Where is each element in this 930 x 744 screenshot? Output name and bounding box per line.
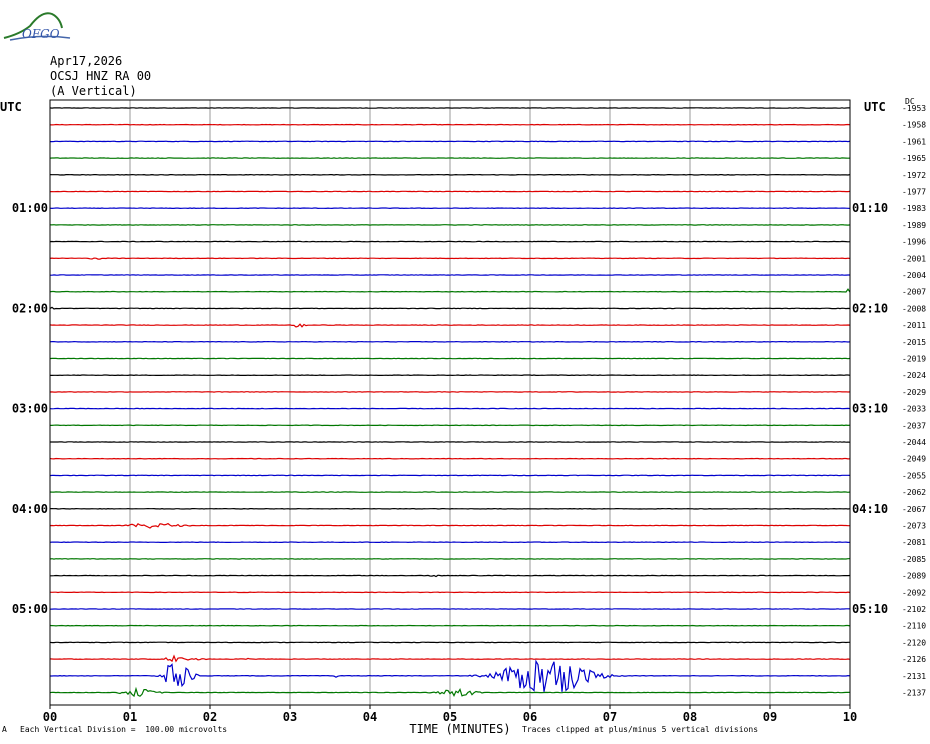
date-label: Apr17,2026 [50, 54, 123, 68]
dc-value-label: -2033 [902, 405, 926, 414]
left-time-label: 02:00 [12, 301, 48, 315]
dc-value-label: -1953 [902, 104, 926, 113]
dc-value-label: -2055 [902, 471, 926, 480]
dc-value-label: -2004 [902, 271, 926, 280]
dc-value-label: -2120 [902, 638, 926, 647]
dc-value-label: -2011 [902, 321, 926, 330]
dc-header: DC [905, 97, 915, 106]
dc-value-label: -1977 [902, 188, 926, 197]
component-label: (A Vertical) [50, 84, 137, 98]
x-axis-label: TIME (MINUTES) [409, 722, 510, 736]
dc-value-label: -2008 [902, 304, 926, 313]
dc-value-label: -2062 [902, 488, 926, 497]
right-time-label: 05:10 [852, 602, 888, 616]
right-time-label: 03:10 [852, 402, 888, 416]
trace-row-9 [49, 257, 851, 260]
x-tick-label: 07 [603, 710, 617, 724]
dc-value-label: -1965 [902, 154, 926, 163]
dc-value-label: -2007 [902, 288, 926, 297]
dc-value-label: -2131 [902, 672, 926, 681]
dc-value-label: -2137 [902, 689, 926, 698]
dc-value-label: -2001 [902, 254, 926, 263]
x-tick-label: 09 [763, 710, 777, 724]
clip-note: Traces clipped at plus/minus 5 vertical … [522, 725, 759, 734]
label-layer: 00 01 02 03 04 05 06 07 08 09 10 TIME (MINUTES) -195… [12, 97, 926, 736]
x-tick-label: 00 [43, 710, 57, 724]
dc-value-label: -1996 [902, 238, 926, 247]
dc-value-label: -2037 [902, 421, 926, 430]
dc-value-label: -2126 [902, 655, 926, 664]
dc-value-label: -2049 [902, 455, 926, 464]
right-timezone-label: UTC [864, 100, 886, 114]
x-tick-label: 01 [123, 710, 137, 724]
x-tick-label: 10 [843, 710, 857, 724]
x-tick-label: 08 [683, 710, 697, 724]
trace-layer [49, 107, 851, 698]
left-time-label: 04:00 [12, 502, 48, 516]
trace-row-28 [50, 574, 851, 578]
dc-value-label: -2073 [902, 522, 926, 531]
x-tick-label: 06 [523, 710, 537, 724]
x-tick-label: 04 [363, 710, 377, 724]
dc-value-label: -1972 [902, 171, 926, 180]
trace-row-13 [49, 323, 851, 328]
dc-value-label: -1958 [902, 121, 926, 130]
dc-value-label: -2081 [902, 538, 926, 547]
dc-value-label: -1961 [902, 137, 926, 146]
corner-mark: A [2, 725, 7, 734]
dc-value-label: -2044 [902, 438, 926, 447]
left-time-label: 05:00 [12, 602, 48, 616]
dc-value-label: -2085 [902, 555, 926, 564]
dc-value-label: -2015 [902, 338, 926, 347]
dc-value-label: -2024 [902, 371, 926, 380]
logo-text: OFGO [22, 27, 60, 41]
dc-value-label: -2089 [902, 572, 926, 581]
right-time-label: 01:10 [852, 201, 888, 215]
logo: OFGO [0, 4, 100, 44]
station-label: OCSJ HNZ RA 00 [50, 69, 152, 83]
x-tick-label: 02 [203, 710, 217, 724]
trace-row-35 [49, 686, 851, 698]
trace-row-12 [49, 306, 851, 310]
scale-note: Each Vertical Division = 100.00 microvol… [20, 725, 228, 734]
trace-row-11 [49, 288, 851, 293]
x-tick-label: 03 [283, 710, 297, 724]
trace-row-34 [50, 659, 851, 692]
dc-value-label: -2110 [902, 622, 926, 631]
left-time-label: 03:00 [12, 402, 48, 416]
dc-value-label: -2019 [902, 355, 926, 364]
dc-value-label: -1989 [902, 221, 926, 230]
dc-value-label: -2102 [902, 605, 926, 614]
right-time-label: 04:10 [852, 502, 888, 516]
plot-frame [49, 99, 851, 706]
trace-row-33 [49, 654, 851, 663]
dc-value-label: -2029 [902, 388, 926, 397]
logo-mark-icon: OFGO [3, 12, 71, 41]
dc-value-label: -2067 [902, 505, 926, 514]
dc-value-label: -2092 [902, 588, 926, 597]
right-time-label: 02:10 [852, 301, 888, 315]
trace-row-25 [49, 522, 850, 529]
x-tick-label: 05 [443, 710, 457, 724]
left-time-label: 01:00 [12, 201, 48, 215]
left-timezone-label: UTC [0, 100, 22, 114]
dc-value-label: -1983 [902, 204, 926, 213]
